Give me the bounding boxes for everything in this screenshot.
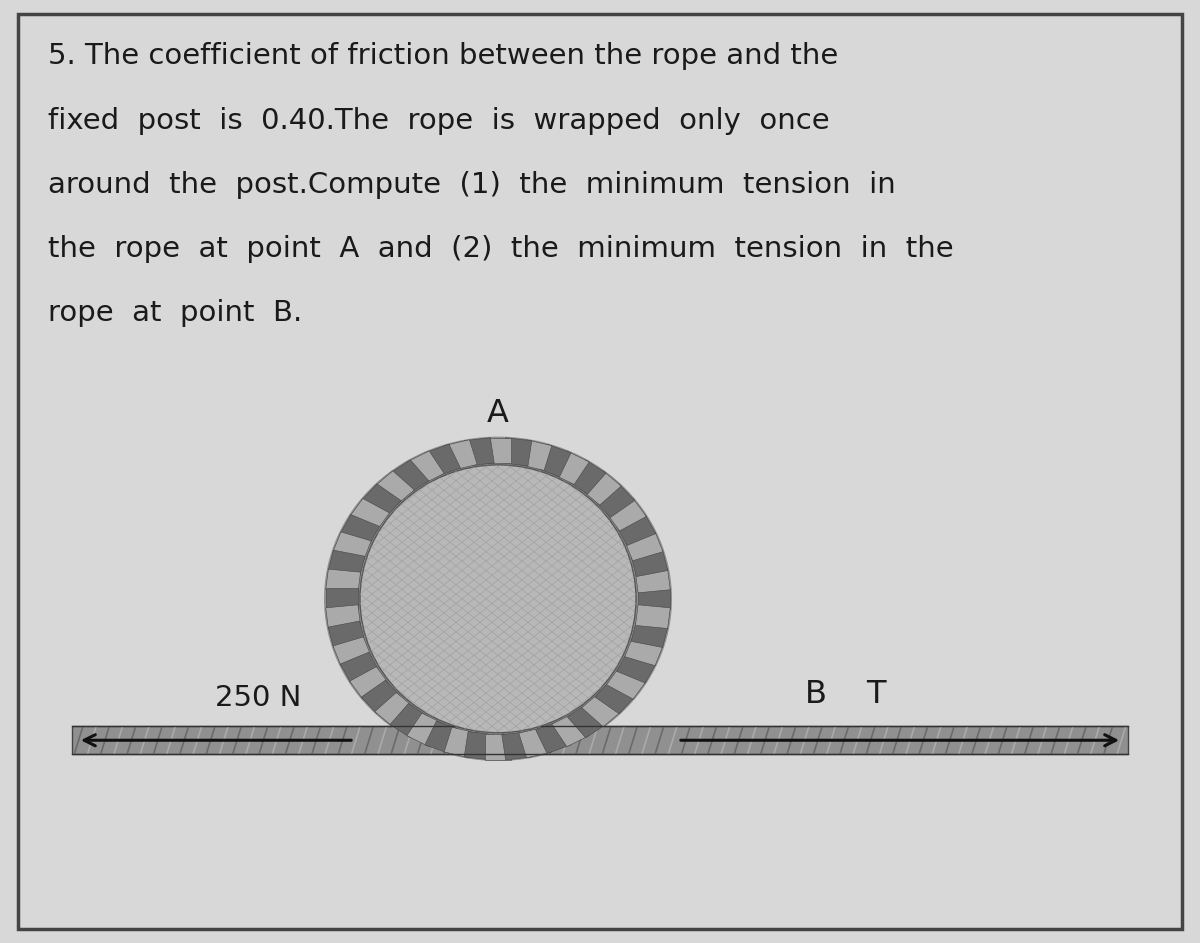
Polygon shape [535,444,571,476]
Polygon shape [485,734,511,760]
Polygon shape [595,680,635,714]
Text: A: A [487,398,509,429]
Polygon shape [334,532,371,561]
Polygon shape [407,451,444,485]
Text: rope  at  point  B.: rope at point B. [48,299,302,327]
Polygon shape [444,727,478,758]
Ellipse shape [360,465,636,733]
Polygon shape [636,570,671,593]
Polygon shape [325,604,360,628]
Polygon shape [390,703,428,737]
Polygon shape [568,460,606,494]
Polygon shape [518,439,552,471]
Polygon shape [535,721,571,753]
Polygon shape [502,732,532,760]
Bar [72,726,1128,754]
Text: 5. The coefficient of friction between the rope and the: 5. The coefficient of friction between t… [48,42,839,71]
Polygon shape [638,588,670,609]
Polygon shape [374,471,414,505]
Polygon shape [349,667,390,699]
Text: 250 N: 250 N [215,684,301,712]
Polygon shape [552,451,589,485]
Polygon shape [617,515,655,545]
Polygon shape [606,667,647,699]
Polygon shape [464,732,494,760]
Polygon shape [631,550,668,576]
Polygon shape [631,621,668,648]
Polygon shape [425,721,461,753]
Text: around  the  post.Compute  (1)  the  minimum  tension  in: around the post.Compute (1) the minimum … [48,171,895,199]
Polygon shape [617,653,655,683]
Polygon shape [636,604,671,628]
Polygon shape [390,460,428,494]
Polygon shape [328,550,365,576]
Polygon shape [625,637,662,666]
Polygon shape [625,532,662,561]
Polygon shape [341,653,379,683]
Polygon shape [595,484,635,518]
Polygon shape [341,515,379,545]
Polygon shape [325,570,360,593]
Polygon shape [464,438,494,466]
Polygon shape [502,438,532,466]
Polygon shape [349,499,390,531]
Polygon shape [361,680,401,714]
Text: T: T [866,679,886,710]
Text: B: B [805,679,827,710]
Polygon shape [361,484,401,518]
Ellipse shape [324,437,672,761]
Polygon shape [444,439,478,471]
Polygon shape [325,588,358,609]
Polygon shape [374,692,414,727]
Polygon shape [552,713,589,747]
Polygon shape [582,471,622,505]
Polygon shape [407,713,444,747]
Polygon shape [568,703,606,737]
Polygon shape [334,637,371,666]
Polygon shape [606,499,647,531]
Polygon shape [425,444,461,476]
Polygon shape [485,438,511,463]
Polygon shape [518,727,552,758]
Text: the  rope  at  point  A  and  (2)  the  minimum  tension  in  the: the rope at point A and (2) the minimum … [48,235,954,263]
Text: fixed  post  is  0.40.The  rope  is  wrapped  only  once: fixed post is 0.40.The rope is wrapped o… [48,107,829,135]
Polygon shape [328,621,365,648]
Polygon shape [582,692,622,727]
